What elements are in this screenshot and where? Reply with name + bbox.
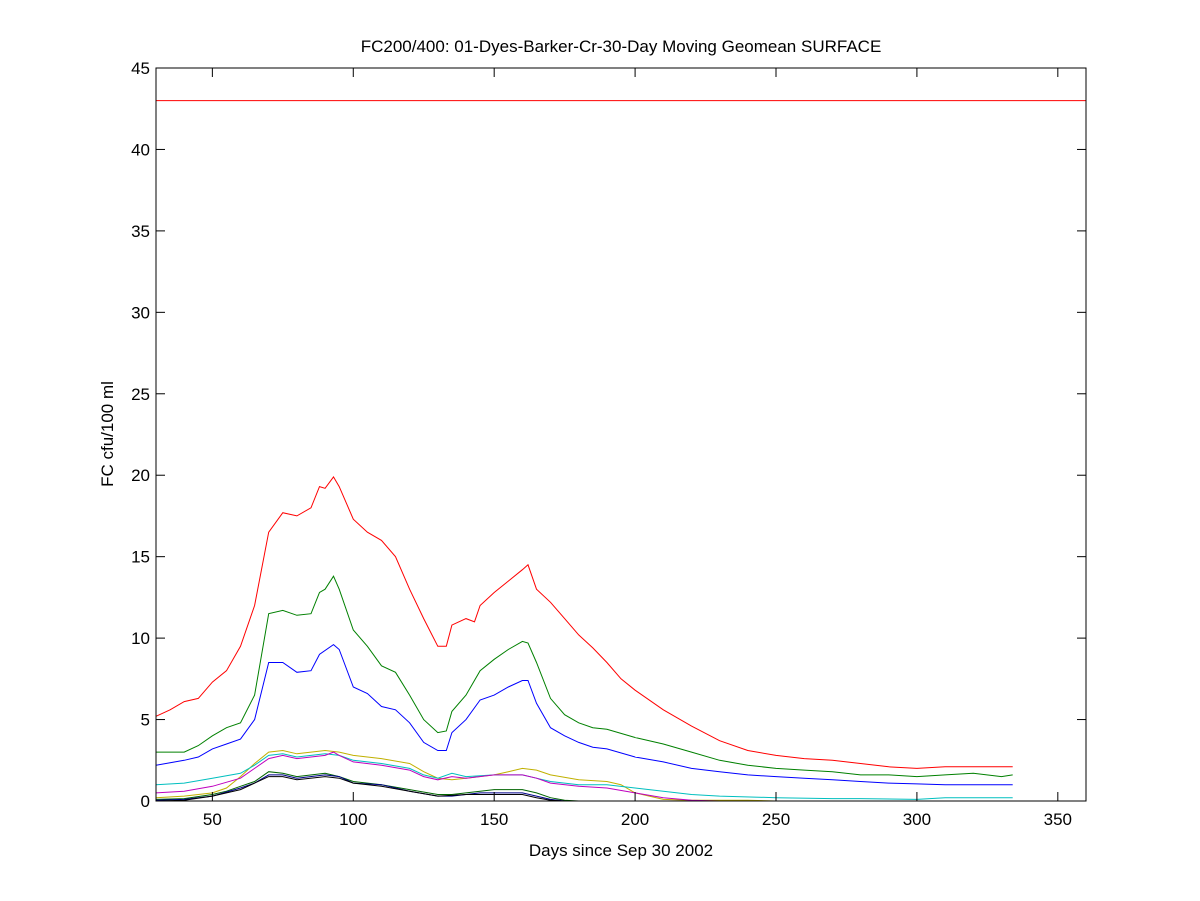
series-line-8 [155, 774, 593, 802]
y-tick-label: 40 [131, 140, 150, 159]
series-line-3 [155, 643, 1013, 786]
y-axis-label: FC cfu/100 ml [98, 381, 117, 487]
y-tick-label: 35 [131, 222, 150, 241]
axis-ticks: 50 100 150 200 250 300 350 0 5 10 15 20 25 30 35 40 45 [131, 59, 1086, 829]
x-tick-label: 100 [339, 810, 367, 829]
chart-title: FC200/400: 01-Dyes-Barker-Cr-30-Day Movi… [361, 37, 882, 56]
series-line-7 [155, 771, 621, 802]
y-tick-label: 15 [131, 548, 150, 567]
x-axis-label: Days since Sep 30 2002 [529, 841, 713, 860]
x-tick-label: 250 [762, 810, 790, 829]
y-tick-label: 10 [131, 629, 150, 648]
x-tick-label: 50 [203, 810, 222, 829]
y-tick-label: 30 [131, 303, 150, 322]
y-tick-label: 0 [141, 792, 150, 811]
y-tick-label: 25 [131, 385, 150, 404]
x-tick-label: 350 [1044, 810, 1072, 829]
plot-lines [155, 100, 1086, 802]
x-tick-label: 150 [480, 810, 508, 829]
series-line-9 [155, 776, 565, 802]
y-tick-label: 45 [131, 59, 150, 78]
series-line-5 [155, 753, 1013, 800]
y-tick-label: 5 [141, 711, 150, 730]
x-tick-label: 200 [621, 810, 649, 829]
plot-area-frame [155, 67, 1087, 802]
x-tick-label: 300 [903, 810, 931, 829]
series-line-2 [156, 575, 1013, 778]
series-line-1 [155, 475, 1013, 769]
series-line-6 [155, 751, 720, 802]
y-tick-label: 20 [131, 466, 150, 485]
